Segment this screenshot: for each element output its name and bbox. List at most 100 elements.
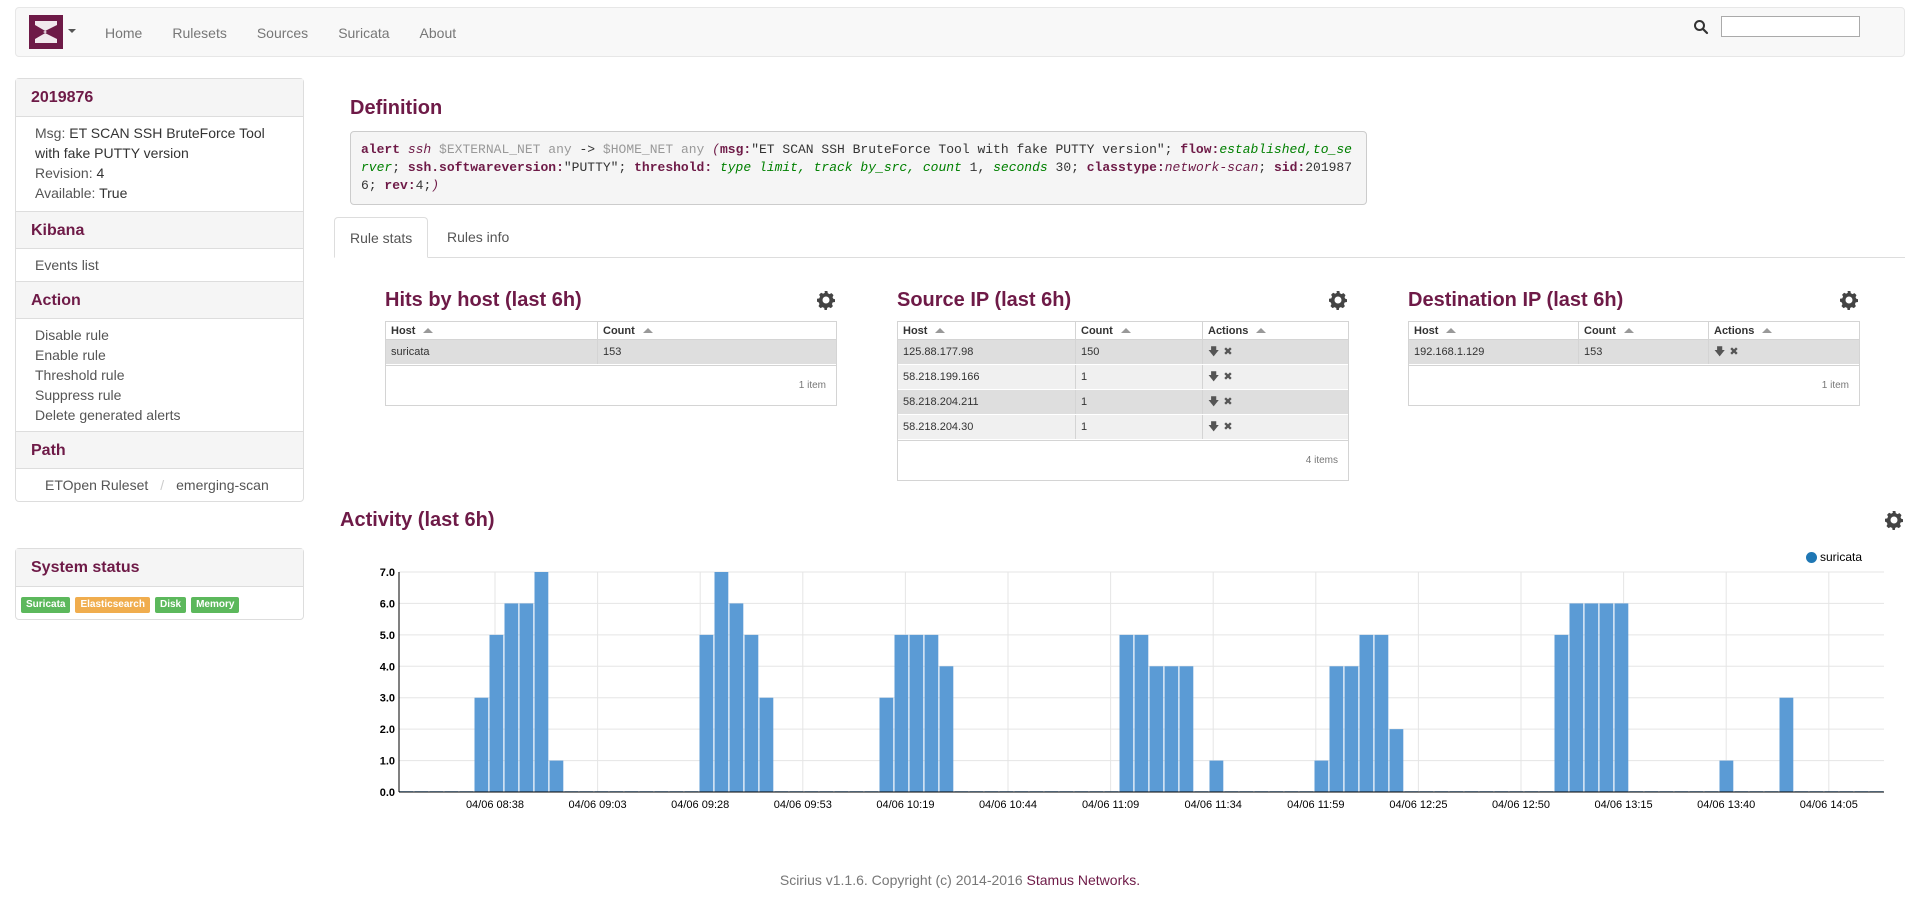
close-icon[interactable]: ✖ bbox=[1223, 346, 1233, 358]
table-row[interactable]: suricata 153 bbox=[386, 340, 836, 365]
rule-tabs: Rule stats Rules info bbox=[334, 217, 1905, 258]
chart-bar bbox=[489, 634, 504, 792]
path-ruleset-link[interactable]: ETOpen Ruleset bbox=[45, 477, 149, 493]
path-source-link[interactable]: emerging-scan bbox=[176, 477, 269, 493]
cell-host: 125.88.177.98 bbox=[898, 340, 1076, 364]
available-value: True bbox=[99, 185, 128, 201]
definition-title: Definition bbox=[350, 97, 443, 119]
destination-ip-title: Destination IP (last 6h) bbox=[1408, 289, 1624, 311]
chart-bar bbox=[1599, 603, 1614, 792]
x-tick-label: 04/06 11:59 bbox=[1287, 799, 1344, 811]
column-header-count[interactable]: Count bbox=[1579, 322, 1709, 339]
y-tick-label: 2.0 bbox=[380, 724, 395, 736]
chart-legend[interactable]: suricata bbox=[1806, 550, 1862, 564]
close-icon[interactable]: ✖ bbox=[1223, 396, 1233, 408]
status-badge-elasticsearch[interactable]: Elasticsearch bbox=[75, 597, 150, 613]
suppress-rule-link[interactable]: Suppress rule bbox=[35, 387, 122, 403]
page-footer: Scirius v1.1.6. Copyright (c) 2014-2016 … bbox=[0, 872, 1920, 888]
nav-item-home[interactable]: Home bbox=[105, 25, 143, 41]
rule-info-panel: 2019876 Msg: ET SCAN SSH BruteForce Tool… bbox=[15, 78, 304, 502]
search-input[interactable] bbox=[1721, 16, 1860, 37]
chart-bar bbox=[714, 572, 729, 792]
tab-rule-stats[interactable]: Rule stats bbox=[334, 217, 429, 258]
nav-item-suricata[interactable]: Suricata bbox=[338, 25, 390, 41]
table-footer: 1 item bbox=[1409, 365, 1859, 405]
nav-menu: Home Rulesets Sources Suricata About bbox=[90, 8, 471, 58]
column-header-count[interactable]: Count bbox=[598, 322, 836, 339]
msg-value: ET SCAN SSH BruteForce Tool with fake PU… bbox=[35, 125, 265, 161]
cell-count: 1 bbox=[1076, 365, 1203, 389]
status-badge-memory[interactable]: Memory bbox=[191, 597, 240, 613]
table-row[interactable]: 192.168.1.129 153 🡇 ✖ bbox=[1409, 340, 1859, 365]
rule-definition: alert ssh $EXTERNAL_NET any -> $HOME_NET… bbox=[350, 131, 1367, 205]
arrow-down-icon[interactable]: 🡇 bbox=[1208, 371, 1220, 383]
chart-bar bbox=[924, 634, 939, 792]
cell-actions: 🡇 ✖ bbox=[1709, 340, 1859, 364]
arrow-down-icon[interactable]: 🡇 bbox=[1208, 396, 1220, 408]
column-header-actions[interactable]: Actions bbox=[1709, 322, 1859, 339]
status-badge-suricata[interactable]: Suricata bbox=[21, 597, 71, 613]
hits-by-host-title: Hits by host (last 6h) bbox=[385, 289, 582, 311]
rule-msg: Msg: ET SCAN SSH BruteForce Tool with fa… bbox=[35, 123, 284, 163]
x-tick-label: 04/06 10:19 bbox=[876, 799, 934, 811]
x-tick-label: 04/06 12:25 bbox=[1389, 799, 1447, 811]
scirius-logo[interactable] bbox=[29, 15, 63, 49]
arrow-down-icon[interactable]: 🡇 bbox=[1208, 346, 1220, 358]
chart-bar bbox=[549, 760, 564, 792]
disable-rule-link[interactable]: Disable rule bbox=[35, 327, 109, 343]
column-header-host[interactable]: Host bbox=[1409, 322, 1579, 339]
logo-dropdown-caret-icon[interactable] bbox=[68, 29, 76, 33]
delete-alerts-link[interactable]: Delete generated alerts bbox=[35, 407, 181, 423]
y-tick-label: 5.0 bbox=[380, 630, 395, 642]
source-ip-gear-icon[interactable] bbox=[1328, 290, 1348, 310]
nav-item-sources[interactable]: Sources bbox=[256, 25, 309, 41]
table-row[interactable]: 125.88.177.98 150 🡇 ✖ bbox=[898, 340, 1348, 365]
enable-rule-link[interactable]: Enable rule bbox=[35, 347, 106, 363]
status-badges: Suricata Elasticsearch Disk Memory bbox=[16, 587, 303, 619]
column-header-actions[interactable]: Actions bbox=[1203, 322, 1348, 339]
table-footer: 1 item bbox=[386, 365, 836, 405]
cell-actions: 🡇 ✖ bbox=[1203, 415, 1348, 439]
hits-by-host-gear-icon[interactable] bbox=[816, 290, 836, 310]
table-row[interactable]: 58.218.204.30 1 🡇 ✖ bbox=[898, 415, 1348, 440]
destination-ip-gear-icon[interactable] bbox=[1839, 290, 1859, 310]
arrow-down-icon[interactable]: 🡇 bbox=[1208, 421, 1220, 433]
chart-bar bbox=[939, 666, 954, 792]
table-row[interactable]: 58.218.204.211 1 🡇 ✖ bbox=[898, 390, 1348, 415]
footer-brand-link[interactable]: Stamus Networks. bbox=[1026, 872, 1141, 888]
tab-rules-info[interactable]: Rules info bbox=[447, 229, 510, 245]
y-tick-label: 7.0 bbox=[380, 567, 395, 579]
chart-bar bbox=[1119, 634, 1134, 792]
search-icon[interactable] bbox=[1693, 19, 1709, 35]
column-header-host[interactable]: Host bbox=[386, 322, 598, 339]
threshold-rule-link[interactable]: Threshold rule bbox=[35, 367, 125, 383]
close-icon[interactable]: ✖ bbox=[1223, 421, 1233, 433]
chart-bar bbox=[729, 603, 744, 792]
events-list-link[interactable]: Events list bbox=[35, 257, 99, 273]
chart-bar bbox=[1314, 760, 1329, 792]
chart-bar bbox=[879, 697, 894, 792]
action-heading: Action bbox=[16, 281, 303, 319]
column-header-host[interactable]: Host bbox=[898, 322, 1076, 339]
close-icon[interactable]: ✖ bbox=[1223, 371, 1233, 383]
cell-count: 153 bbox=[603, 346, 622, 358]
chart-bar bbox=[1164, 666, 1179, 792]
chart-bar bbox=[1569, 603, 1584, 792]
column-header-count[interactable]: Count bbox=[1076, 322, 1203, 339]
cell-actions: 🡇 ✖ bbox=[1203, 390, 1348, 414]
nav-item-rulesets[interactable]: Rulesets bbox=[172, 25, 227, 41]
table-row[interactable]: 58.218.199.166 1 🡇 ✖ bbox=[898, 365, 1348, 390]
y-tick-label: 1.0 bbox=[380, 756, 395, 768]
arrow-down-icon[interactable]: 🡇 bbox=[1714, 346, 1726, 358]
status-badge-disk[interactable]: Disk bbox=[154, 597, 187, 613]
cell-actions: 🡇 ✖ bbox=[1203, 365, 1348, 389]
activity-gear-icon[interactable] bbox=[1884, 510, 1904, 530]
cell-host: suricata bbox=[386, 340, 598, 364]
chart-bar bbox=[1719, 760, 1734, 792]
chart-bar bbox=[894, 634, 909, 792]
close-icon[interactable]: ✖ bbox=[1729, 346, 1739, 358]
chart-bar bbox=[504, 603, 519, 792]
nav-item-about[interactable]: About bbox=[419, 25, 457, 41]
source-ip-table: Host Count Actions 125.88.177.98 150 🡇 ✖ … bbox=[897, 321, 1349, 481]
chart-bar bbox=[1584, 603, 1599, 792]
